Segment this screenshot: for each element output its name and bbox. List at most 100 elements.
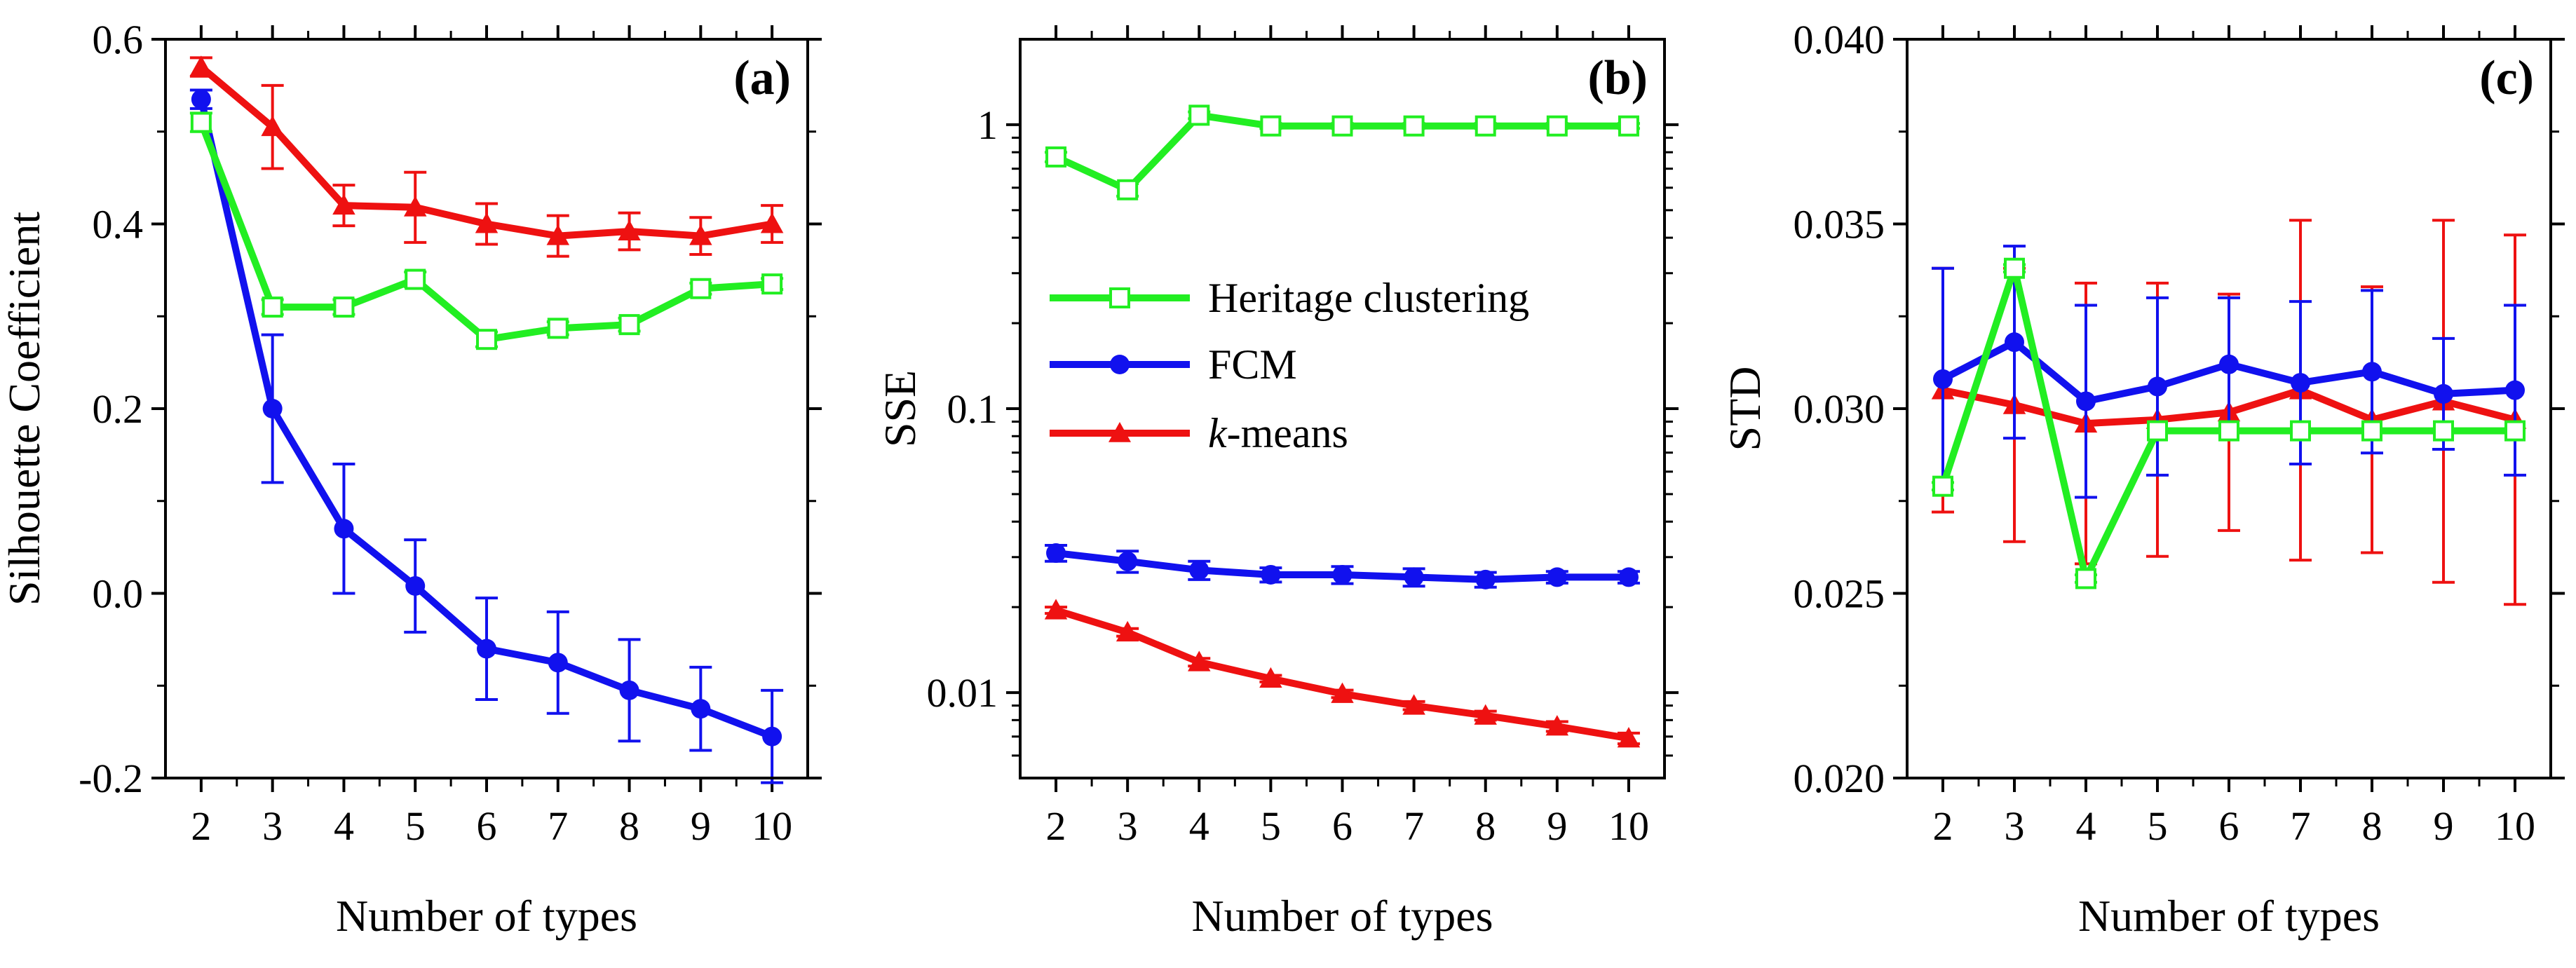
data-point-kmeans [1331,682,1354,703]
data-point-heritage [1188,104,1210,126]
data-point-heritage [476,329,497,350]
x-tick-label: 10 [2495,803,2535,849]
panel-label: (c) [2479,51,2534,105]
data-point-fcm [2076,391,2096,411]
data-point-heritage [2147,420,2168,442]
data-point-heritage [1045,146,1067,168]
x-tick-label: 7 [548,803,568,849]
x-tick-label: 9 [1547,803,1567,849]
data-point-fcm [2291,373,2310,393]
y-axis-title: STD [1720,367,1770,451]
data-point-kmeans [1188,650,1211,672]
panel-label: (a) [733,51,791,105]
x-tick-label: 5 [405,803,426,849]
data-point-heritage [2075,568,2096,589]
legend-item-kmeans: k-means [1050,410,1348,456]
legend: Heritage clustering FCM k-means [1050,275,1529,456]
series-heritage [189,111,784,350]
data-point-kmeans [332,193,355,215]
data-point-kmeans [689,224,712,245]
data-point-heritage [761,273,783,295]
data-point-heritage [333,296,355,318]
x-tick-label: 5 [2148,803,2168,849]
data-point-kmeans [1044,599,1068,620]
data-point-heritage [2004,257,2025,279]
series-fcm [1045,543,1640,589]
legend-item-fcm: FCM [1050,341,1297,388]
data-point-heritage [405,268,426,290]
data-point-heritage [2504,420,2526,442]
x-tick-label: 7 [2291,803,2311,849]
data-point-kmeans [1545,715,1569,736]
data-point-kmeans [475,212,499,233]
data-point-fcm [691,699,711,719]
data-point-kmeans [1402,694,1425,715]
data-point-fcm [477,639,496,659]
data-point-fcm [1618,567,1639,587]
y-tick-label: 0.035 [1794,202,1885,247]
data-point-heritage [1546,115,1568,137]
data-point-kmeans [189,55,213,76]
data-point-fcm [1118,551,1138,571]
x-axis-title: Number of types [336,891,637,941]
panel-label: (b) [1587,51,1648,105]
x-tick-label: 9 [2434,803,2454,849]
data-point-fcm [1475,569,1496,589]
data-point-kmeans [1116,620,1139,642]
x-tick-label: 4 [2076,803,2096,849]
data-point-kmeans [546,224,570,245]
data-point-fcm [762,726,782,747]
data-point-heritage [2290,420,2311,442]
y-tick-label: 0.0 [93,571,144,617]
data-point-fcm [2005,332,2024,353]
legend-marker-fcm [1110,355,1130,374]
data-point-fcm [1404,567,1424,587]
series-line-kmeans [1055,606,1629,742]
y-tick-label: 1 [977,102,998,148]
y-tick-label: 0.025 [1794,571,1885,617]
x-tick-label: 5 [1261,803,1281,849]
y-tick-label: 0.030 [1794,386,1885,432]
series-fcm [189,88,784,784]
legend-label-heritage: Heritage clustering [1208,275,1529,321]
data-point-heritage [190,111,212,133]
plot-frame [164,38,809,779]
x-axis-title: Number of types [2078,891,2380,941]
data-point-fcm [1547,567,1567,587]
legend-label-kmeans-k: k [1208,410,1228,456]
y-tick-label: 0.020 [1794,756,1885,801]
legend-label-fcm: FCM [1208,341,1297,388]
legend-marker-kmeans [1109,422,1131,442]
data-point-fcm [2362,362,2382,382]
series-kmeans [1044,599,1641,748]
data-point-fcm [1261,564,1281,585]
panel-b-sse-chart: 2 3 4 5 6 7 8 9 10 0.01 0.1 1 (b) Number of types SSE [875,25,1679,941]
x-tick-label: 8 [1475,803,1496,849]
y-tick-label: 0.6 [93,17,144,62]
data-point-fcm [619,680,639,700]
legend-label-kmeans-suffix: -means [1227,410,1348,456]
series-heritage [1045,104,1640,200]
data-point-kmeans [261,115,284,137]
data-point-heritage [1932,475,1953,497]
x-tick-label: 10 [752,803,792,849]
legend-label-kmeans: k-means [1208,410,1348,456]
data-point-fcm [334,519,354,539]
data-point-kmeans [1617,727,1641,748]
y-tick-label: -0.2 [79,756,143,801]
legend-item-heritage: Heritage clustering [1050,275,1529,321]
y-tick-label: 0.1 [947,386,998,432]
data-point-fcm [262,399,283,418]
data-point-heritage [1331,115,1353,137]
data-point-fcm [1933,369,1953,389]
x-tick-label: 9 [691,803,711,849]
data-point-fcm [191,89,211,109]
data-point-heritage [2218,420,2239,442]
y-tick-label: 0.01 [927,670,998,716]
x-tick-label: 4 [334,803,354,849]
x-tick-label: 2 [191,803,211,849]
series-heritage [1932,257,2526,589]
y-tick-label: 0.2 [93,386,144,432]
y-axis-title: SSE [875,370,925,447]
panel-a-silhouette-chart: 2 3 4 5 6 7 8 9 10 -0.2 0.0 0.2 0.4 0.6 (a) Number of t… [0,17,822,941]
